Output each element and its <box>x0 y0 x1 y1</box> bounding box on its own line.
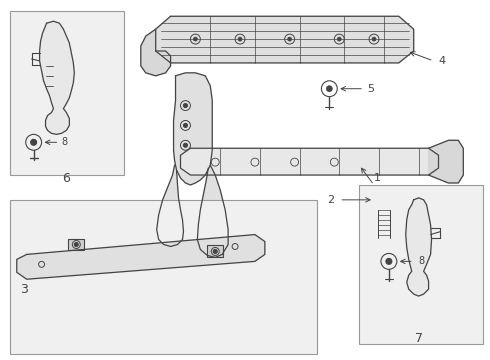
Polygon shape <box>156 16 414 63</box>
Circle shape <box>183 143 188 147</box>
Circle shape <box>382 198 386 202</box>
Circle shape <box>288 37 292 41</box>
Circle shape <box>194 37 197 41</box>
Polygon shape <box>40 21 74 134</box>
Circle shape <box>74 243 78 247</box>
Text: 7: 7 <box>415 332 423 345</box>
Polygon shape <box>173 73 212 185</box>
Bar <box>359 185 483 344</box>
Text: 8: 8 <box>61 137 68 147</box>
Circle shape <box>372 37 376 41</box>
Polygon shape <box>141 29 171 76</box>
Polygon shape <box>157 165 183 247</box>
Circle shape <box>337 37 341 41</box>
Polygon shape <box>197 165 228 257</box>
Circle shape <box>386 258 392 264</box>
Bar <box>207 246 223 257</box>
Circle shape <box>238 37 242 41</box>
Circle shape <box>213 249 217 253</box>
Text: 1: 1 <box>374 173 381 183</box>
Circle shape <box>183 123 188 127</box>
Text: 8: 8 <box>418 256 425 266</box>
Polygon shape <box>180 148 439 175</box>
Text: 2: 2 <box>327 195 334 205</box>
Circle shape <box>326 86 332 92</box>
Text: 6: 6 <box>62 171 71 185</box>
Bar <box>69 239 84 251</box>
Polygon shape <box>429 140 464 183</box>
Polygon shape <box>17 235 265 279</box>
Text: 5: 5 <box>368 84 374 94</box>
Text: 4: 4 <box>439 56 445 66</box>
Circle shape <box>31 139 37 145</box>
Bar <box>10 11 124 175</box>
Text: 3: 3 <box>20 283 27 296</box>
Circle shape <box>183 104 188 108</box>
Polygon shape <box>406 198 432 296</box>
Bar <box>10 200 318 354</box>
